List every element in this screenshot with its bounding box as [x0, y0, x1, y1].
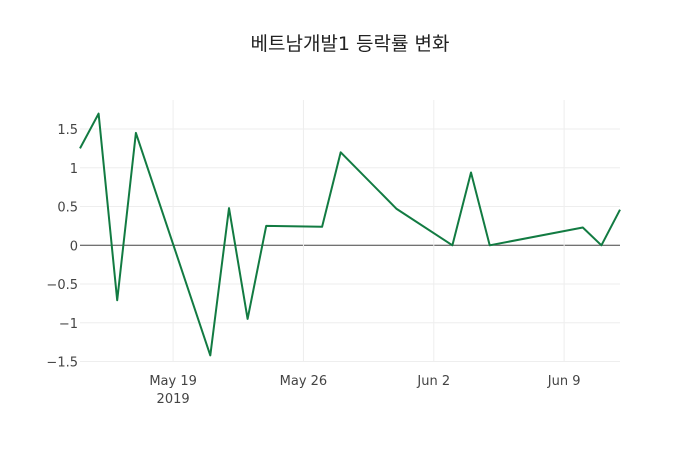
x-tick-label: May 19 [149, 374, 197, 389]
y-tick-label: 0 [70, 239, 78, 254]
y-tick-label: −1.5 [46, 356, 78, 371]
x-tick-label: May 26 [280, 374, 328, 389]
y-tick-label: 0.5 [57, 201, 78, 216]
series-line [79, 112, 621, 357]
x-tick-label: Jun 2 [416, 374, 450, 389]
y-tick-label: −1 [59, 317, 78, 332]
x-tick-year-label: 2019 [157, 392, 190, 407]
y-tick-label: 1.5 [57, 123, 78, 138]
y-tick-label: 1 [70, 162, 78, 177]
chart-title: 베트남개발1 등락률 변화 [251, 33, 450, 55]
x-tick-label: Jun 9 [547, 374, 581, 389]
y-tick-label: −0.5 [46, 278, 78, 293]
